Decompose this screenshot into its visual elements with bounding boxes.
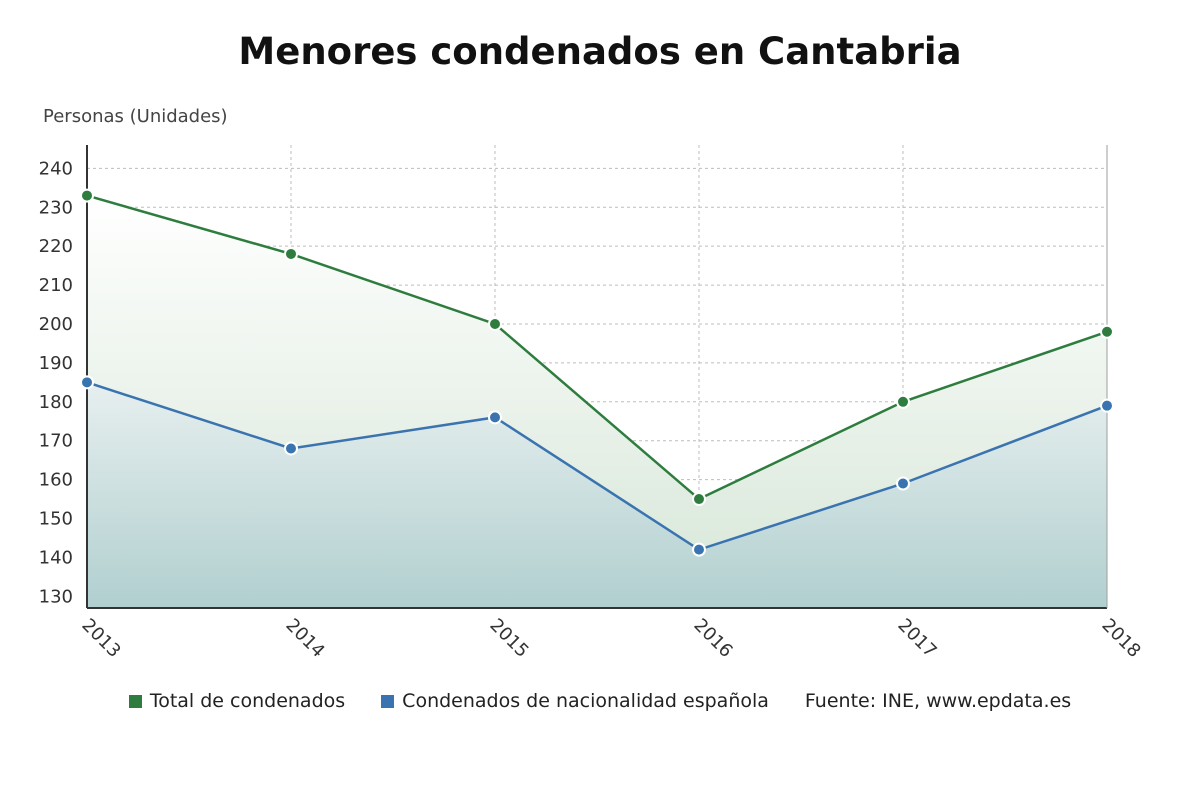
x-tick-label: 2016 <box>689 615 736 662</box>
legend-label-espanola: Condenados de nacionalidad española <box>402 690 769 712</box>
y-tick-label: 150 <box>39 509 73 530</box>
source-note: Fuente: INE, www.epdata.es <box>805 690 1071 712</box>
data-point-series-1 <box>1100 398 1114 413</box>
series-lines <box>86 194 1108 552</box>
y-tick-label: 130 <box>39 586 73 607</box>
source-text: Fuente: INE, www.epdata.es <box>804 690 1072 712</box>
x-tick-labels: 2013 2014 2015 2016 2017 2018 <box>77 615 1144 662</box>
x-tick-label: 2018 <box>1097 615 1144 662</box>
y-tick-label: 170 <box>39 431 73 452</box>
y-tick-label: 200 <box>39 314 73 335</box>
data-point-series-0 <box>488 316 502 331</box>
x-tick-label: 2014 <box>281 615 328 662</box>
series-areas <box>87 195 1107 608</box>
y-tick-label: 240 <box>39 158 73 179</box>
legend-swatch-espanola <box>381 694 395 708</box>
data-point-series-1 <box>284 441 298 456</box>
data-point-series-0 <box>692 492 706 507</box>
x-tick-label: 2013 <box>77 615 124 662</box>
line-series-0 <box>86 194 1108 501</box>
data-point-series-1 <box>488 410 502 425</box>
data-point-series-1 <box>896 476 910 491</box>
data-point-series-0 <box>1100 324 1114 339</box>
area-series-1 <box>87 382 1107 608</box>
chart-title: Menores condenados en Cantabria <box>238 30 962 73</box>
data-point-series-1 <box>692 542 706 557</box>
legend: Total de condenados Condenados de nacion… <box>0 690 1200 712</box>
x-tick-label: 2017 <box>893 615 940 662</box>
data-point-series-0 <box>284 246 298 261</box>
data-point-series-1 <box>80 375 94 390</box>
data-point-series-0 <box>896 394 910 409</box>
legend-item-espanola: Condenados de nacionalidad española <box>381 690 769 712</box>
y-tick-label: 190 <box>39 353 73 374</box>
y-tick-labels: 130 140 150 160 170 180 190 200 210 220 230 240 <box>39 158 73 607</box>
y-tick-label: 220 <box>39 236 73 257</box>
y-tick-label: 140 <box>39 547 73 568</box>
data-points <box>80 188 1114 557</box>
legend-label-total: Total de condenados <box>149 690 346 712</box>
legend-item-total: Total de condenados <box>128 690 346 712</box>
y-tick-label: 180 <box>39 392 73 413</box>
data-point-series-0 <box>80 188 94 203</box>
y-tick-label: 210 <box>39 275 73 296</box>
legend-swatch-total <box>128 694 142 708</box>
line-series-1 <box>86 381 1108 552</box>
y-axis-label: Personas (Unidades) <box>43 106 228 127</box>
y-tick-label: 230 <box>39 197 73 218</box>
x-tick-label: 2015 <box>485 615 532 662</box>
y-tick-label: 160 <box>39 470 73 491</box>
